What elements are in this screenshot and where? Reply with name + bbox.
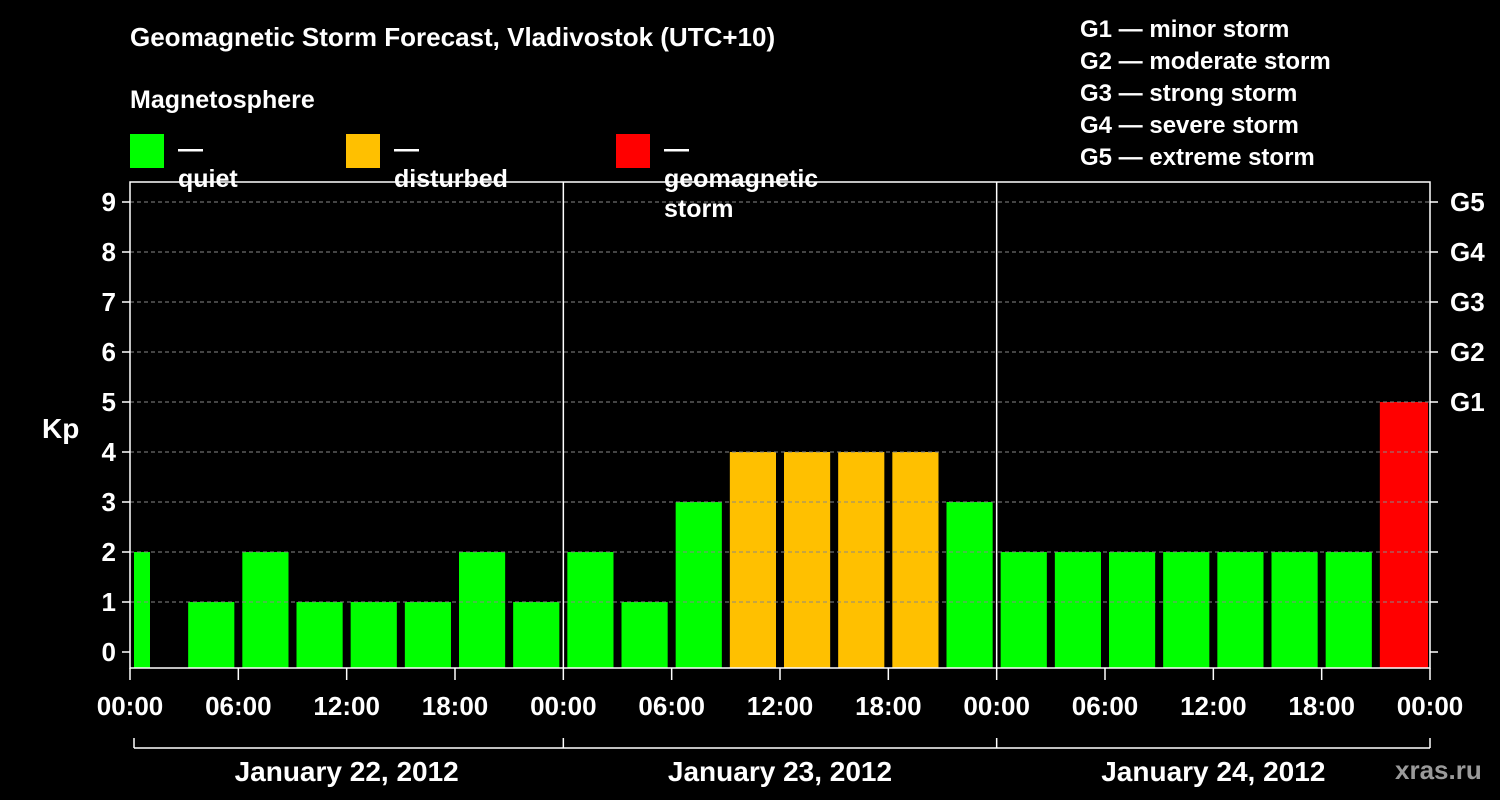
kp-bar <box>188 602 235 668</box>
legend-label-storm: — geomagnetic storm <box>664 135 819 223</box>
y-tick-label: 2 <box>102 537 116 567</box>
x-tick-label: 00:00 <box>97 691 164 721</box>
y-tick-label: 7 <box>102 287 116 317</box>
x-tick-label: 12:00 <box>313 691 380 721</box>
chart-title: Geomagnetic Storm Forecast, Vladivostok … <box>130 22 776 52</box>
kp-bar <box>946 502 993 668</box>
x-tick-label: 12:00 <box>747 691 814 721</box>
kp-bar <box>513 602 560 668</box>
x-tick-label: 00:00 <box>963 691 1030 721</box>
kp-bar <box>134 552 150 668</box>
kp-bar <box>675 502 722 668</box>
kp-bar <box>242 552 289 668</box>
y-tick-label: 9 <box>102 187 116 217</box>
legend-label-quiet: — quiet <box>178 135 238 193</box>
kp-bar <box>404 602 451 668</box>
kp-bar <box>1379 402 1428 668</box>
x-tick-label: 12:00 <box>1180 691 1247 721</box>
y-tick-label: 0 <box>102 637 116 667</box>
x-tick-label: 00:00 <box>1397 691 1464 721</box>
day-label: January 24, 2012 <box>1101 756 1325 787</box>
x-tick-label: 18:00 <box>422 691 489 721</box>
legend-swatch-storm <box>616 134 650 168</box>
right-axis-label: G1 <box>1450 387 1485 417</box>
legend-swatch-quiet <box>130 134 164 168</box>
x-tick-label: 06:00 <box>1072 691 1139 721</box>
storm-level-g2: G2 — moderate storm <box>1080 48 1331 75</box>
x-tick-label: 06:00 <box>638 691 705 721</box>
kp-bar <box>296 602 343 668</box>
kp-bar <box>1054 552 1101 668</box>
kp-bar <box>892 452 939 668</box>
storm-level-g1: G1 — minor storm <box>1080 16 1290 43</box>
y-tick-label: 6 <box>102 337 116 367</box>
kp-bar <box>621 602 668 668</box>
storm-level-g4: G4 — severe storm <box>1080 112 1299 139</box>
x-tick-label: 18:00 <box>1288 691 1355 721</box>
right-axis-label: G5 <box>1450 187 1485 217</box>
y-axis-label: Kp <box>42 413 79 444</box>
y-tick-label: 1 <box>102 587 116 617</box>
x-tick-label: 18:00 <box>855 691 922 721</box>
right-axis-label: G3 <box>1450 287 1485 317</box>
y-tick-label: 5 <box>102 387 116 417</box>
y-tick-label: 4 <box>102 437 117 467</box>
storm-scale-list: G1 — minor storm G2 — moderate storm G3 … <box>1080 14 1331 174</box>
kp-bar <box>1109 552 1156 668</box>
kp-bar <box>350 602 397 668</box>
kp-bar <box>1325 552 1372 668</box>
x-tick-label: 00:00 <box>530 691 597 721</box>
legend-label-disturbed: — disturbed <box>394 135 508 193</box>
kp-bar <box>729 452 776 668</box>
y-tick-label: 8 <box>102 237 116 267</box>
kp-bar <box>567 552 614 668</box>
right-axis-label: G4 <box>1450 237 1485 267</box>
day-label: January 22, 2012 <box>235 756 459 787</box>
right-axis-label: G2 <box>1450 337 1485 367</box>
y-tick-label: 3 <box>102 487 116 517</box>
kp-bar <box>1163 552 1210 668</box>
magnetosphere-label: Magnetosphere <box>130 86 315 114</box>
kp-bar <box>838 452 885 668</box>
kp-bar <box>1271 552 1318 668</box>
kp-bar <box>784 452 831 668</box>
x-tick-label: 06:00 <box>205 691 272 721</box>
kp-bar <box>459 552 506 668</box>
watermark: xras.ru <box>1395 755 1482 785</box>
legend-swatch-disturbed <box>346 134 380 168</box>
day-label: January 23, 2012 <box>668 756 892 787</box>
storm-level-g5: G5 — extreme storm <box>1080 144 1315 171</box>
kp-bar <box>1000 552 1047 668</box>
kp-bar <box>1217 552 1264 668</box>
storm-level-g3: G3 — strong storm <box>1080 80 1298 107</box>
